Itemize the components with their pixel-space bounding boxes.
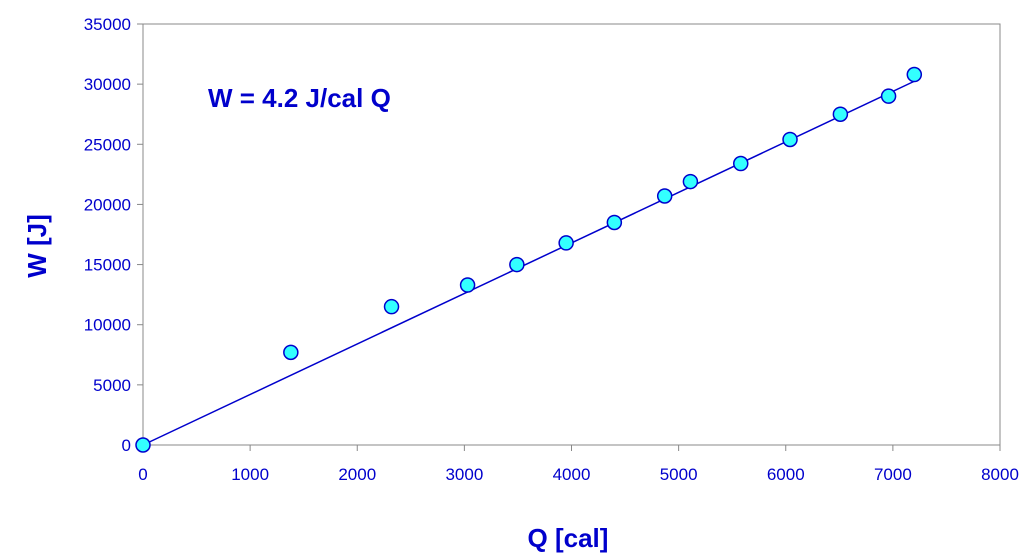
x-tick-label: 5000 (660, 465, 698, 484)
data-point (509, 256, 525, 273)
data-point (558, 235, 574, 251)
x-axis-title: Q [cal] (528, 523, 609, 553)
y-tick-labels: 0 5000 10000 15000 20000 25000 30000 35000 (84, 15, 131, 455)
x-tick-label: 2000 (338, 465, 376, 484)
data-point (656, 188, 673, 204)
x-tick-label: 3000 (445, 465, 483, 484)
data-point (682, 173, 699, 190)
data-point (135, 437, 151, 453)
y-tick-label: 35000 (84, 15, 131, 34)
data-point (832, 106, 849, 122)
data-points (135, 66, 923, 453)
data-point (906, 66, 923, 83)
x-tick-label: 7000 (874, 465, 912, 484)
data-point (782, 131, 798, 148)
x-tick-label: 6000 (767, 465, 805, 484)
x-tick-label: 4000 (553, 465, 591, 484)
data-point (733, 155, 749, 172)
x-tick-label: 1000 (231, 465, 269, 484)
fit-equation-annotation: W = 4.2 J/cal Q (208, 83, 391, 113)
y-tick-label: 20000 (84, 195, 131, 214)
data-point (459, 277, 476, 293)
data-point (383, 298, 400, 315)
axes (137, 23, 1001, 451)
fit-line (142, 80, 915, 446)
fit-line-layer (142, 80, 915, 446)
x-tick-labels: 0 1000 2000 3000 4000 5000 6000 7000 8000 (138, 465, 1019, 484)
y-tick-label: 10000 (84, 316, 131, 335)
data-point (880, 88, 897, 104)
x-tick-label: 0 (138, 465, 147, 484)
x-tick-label: 8000 (981, 465, 1019, 484)
y-tick-label: 0 (122, 436, 131, 455)
y-tick-label: 25000 (84, 135, 131, 154)
data-point (283, 344, 299, 361)
y-tick-label: 15000 (84, 256, 131, 275)
y-tick-label: 5000 (93, 376, 131, 395)
y-tick-label: 30000 (84, 75, 131, 94)
y-axis-title: W [J] (22, 214, 52, 278)
data-point (606, 214, 623, 231)
